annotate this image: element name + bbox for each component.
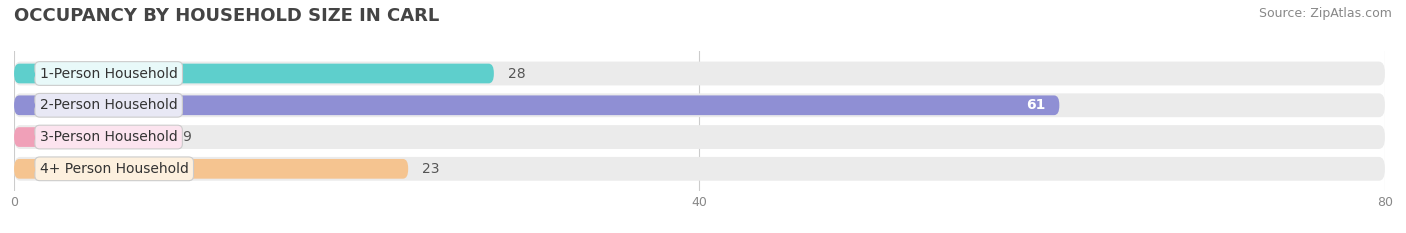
FancyBboxPatch shape (14, 93, 1385, 117)
Text: 4+ Person Household: 4+ Person Household (39, 162, 188, 176)
Text: OCCUPANCY BY HOUSEHOLD SIZE IN CARL: OCCUPANCY BY HOUSEHOLD SIZE IN CARL (14, 7, 439, 25)
FancyBboxPatch shape (14, 96, 1059, 115)
Text: 2-Person Household: 2-Person Household (39, 98, 177, 112)
Text: 9: 9 (181, 130, 191, 144)
FancyBboxPatch shape (14, 127, 169, 147)
FancyBboxPatch shape (14, 125, 1385, 149)
Text: Source: ZipAtlas.com: Source: ZipAtlas.com (1258, 7, 1392, 20)
FancyBboxPatch shape (14, 64, 494, 83)
Text: 61: 61 (1026, 98, 1046, 112)
FancyBboxPatch shape (14, 157, 1385, 181)
FancyBboxPatch shape (14, 159, 408, 179)
Text: 28: 28 (508, 66, 526, 80)
Text: 23: 23 (422, 162, 440, 176)
FancyBboxPatch shape (14, 62, 1385, 86)
Text: 1-Person Household: 1-Person Household (39, 66, 177, 80)
Text: 3-Person Household: 3-Person Household (39, 130, 177, 144)
